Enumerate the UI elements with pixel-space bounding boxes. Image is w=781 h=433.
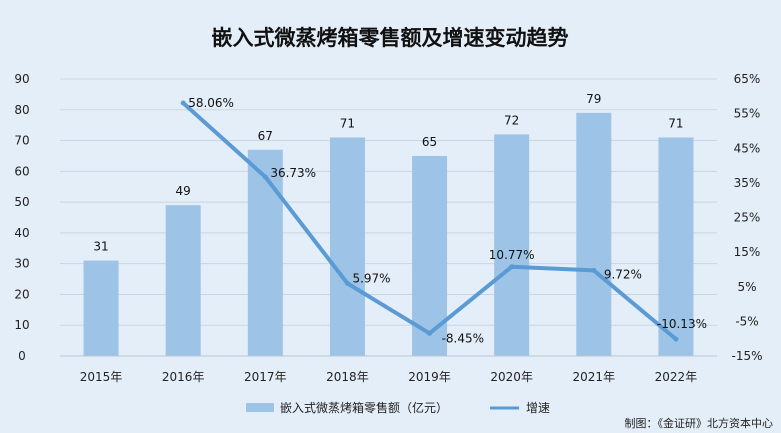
line-value-label: -8.45% — [442, 331, 484, 345]
bar — [576, 112, 612, 356]
line-value-label: 58.06% — [188, 96, 234, 110]
source-note: 制图：《金证研》北方资本中心 — [625, 416, 774, 430]
bar-value-label: 79 — [586, 92, 601, 106]
y-right-tick-label: 45% — [734, 141, 761, 155]
line-point — [262, 174, 268, 180]
y-right-tick-label: 35% — [734, 176, 761, 190]
gridlines — [60, 78, 717, 357]
bar — [247, 149, 283, 356]
bar-value-label: 72 — [504, 113, 519, 127]
data-labels: 31 49 67 71 65 72 79 71 58.06% 36.73% 5.97% -8.45% 1… — [93, 92, 707, 345]
y-right-tick-label: 25% — [734, 211, 761, 225]
x-tick-label: 2019年 — [408, 370, 451, 384]
legend-bar-label: 嵌入式微蒸烤箱零售额（亿元） — [280, 400, 448, 415]
line-value-label: 5.97% — [352, 271, 390, 285]
bar-value-label: 67 — [258, 129, 273, 143]
line-point — [591, 267, 597, 273]
bar-value-label: 65 — [422, 135, 437, 149]
bar — [329, 137, 365, 356]
x-tick-label: 2022年 — [655, 370, 698, 384]
line-value-label: 9.72% — [604, 267, 642, 281]
x-tick-label: 2016年 — [162, 370, 205, 384]
bar-value-label: 71 — [340, 116, 355, 130]
line-point — [427, 330, 433, 336]
legend-line-label: 增速 — [526, 401, 550, 415]
line-series — [180, 100, 679, 342]
bar — [494, 134, 530, 356]
line-point — [673, 336, 679, 342]
y-left-tick-label: 20 — [14, 287, 29, 301]
y-right-tick-label: 55% — [734, 107, 761, 121]
x-tick-label: 2018年 — [326, 370, 369, 384]
y-left-tick-label: 30 — [14, 257, 29, 271]
bar-value-label: 71 — [668, 116, 683, 130]
line-value-label: 10.77% — [489, 248, 535, 262]
bar-value-label: 31 — [93, 240, 108, 254]
bar — [658, 137, 694, 356]
line-point — [509, 264, 515, 270]
x-tick-label: 2015年 — [80, 370, 123, 384]
line-point — [180, 100, 186, 106]
axes: 0 10 20 30 40 50 60 70 80 90 -15% -5% 5% 15% 25% 35% 45%… — [14, 72, 762, 384]
y-left-tick-label: 60 — [14, 164, 29, 178]
line-point — [344, 280, 350, 286]
bar-series — [83, 112, 694, 356]
y-left-tick-label: 40 — [14, 226, 29, 240]
line-value-label: -10.13% — [657, 317, 707, 331]
y-left-tick-label: 0 — [18, 349, 26, 363]
legend: 嵌入式微蒸烤箱零售额（亿元） 增速 — [246, 400, 550, 415]
y-left-tick-label: 90 — [14, 72, 29, 86]
y-right-tick-label: 5% — [737, 280, 756, 294]
bar — [83, 260, 119, 356]
y-right-tick-label: 15% — [734, 245, 761, 259]
x-tick-label: 2020年 — [490, 370, 533, 384]
y-left-tick-label: 10 — [14, 318, 29, 332]
x-tick-label: 2017年 — [244, 370, 287, 384]
y-left-tick-label: 70 — [14, 134, 29, 148]
y-right-tick-label: -5% — [735, 314, 758, 328]
x-tick-label: 2021年 — [573, 370, 616, 384]
legend-bar-swatch — [246, 403, 274, 412]
line-value-label: 36.73% — [270, 166, 316, 180]
chart-title: 嵌入式微蒸烤箱零售额及增速变动趋势 — [212, 26, 569, 50]
bar — [165, 205, 201, 356]
y-right-tick-label: 65% — [734, 72, 761, 86]
y-left-tick-label: 50 — [14, 195, 29, 209]
y-right-tick-label: -15% — [731, 349, 762, 363]
bar-value-label: 49 — [176, 184, 191, 198]
y-left-tick-label: 80 — [14, 103, 29, 117]
